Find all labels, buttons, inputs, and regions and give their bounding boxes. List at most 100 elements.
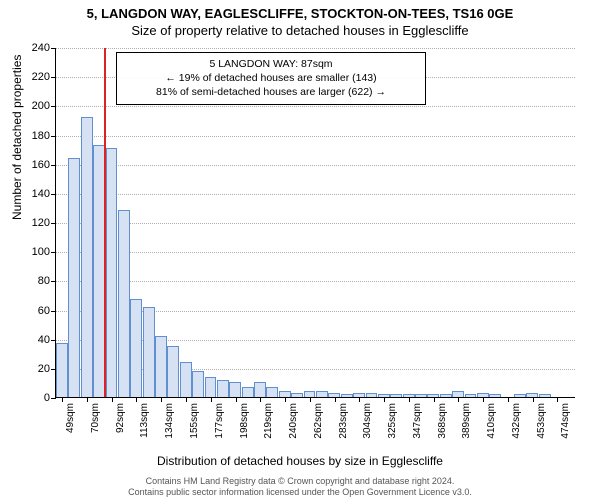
gridline (56, 48, 575, 49)
y-tick-label: 180 (32, 130, 50, 142)
y-tick-mark (51, 340, 56, 341)
histogram-bar (205, 377, 217, 397)
histogram-bar (242, 387, 254, 397)
footer-line2: Contains public sector information licen… (0, 487, 600, 498)
histogram-bar (341, 394, 353, 397)
y-tick-label: 140 (32, 188, 50, 200)
y-tick-label: 20 (38, 363, 50, 375)
x-tick-label: 155sqm (189, 403, 200, 439)
histogram-bar (118, 210, 130, 397)
histogram-bar (489, 394, 501, 397)
x-tick-label: 198sqm (239, 403, 250, 439)
x-tick-mark (87, 397, 88, 402)
x-tick-label: 134sqm (164, 403, 175, 439)
x-tick-mark (260, 397, 261, 402)
gridline (56, 194, 575, 195)
histogram-bar (266, 387, 278, 397)
x-tick-label: 113sqm (139, 403, 150, 438)
reference-line (104, 48, 106, 397)
y-tick-mark (51, 48, 56, 49)
x-tick-label: 304sqm (362, 403, 373, 439)
y-tick-label: 120 (32, 217, 50, 229)
y-tick-label: 0 (44, 392, 50, 404)
histogram-bar (366, 393, 378, 397)
x-tick-mark (508, 397, 509, 402)
x-tick-label: 283sqm (338, 403, 349, 439)
x-tick-mark (533, 397, 534, 402)
x-tick-label: 325sqm (387, 403, 398, 439)
y-tick-label: 240 (32, 42, 50, 54)
title-address: 5, LANGDON WAY, EAGLESCLIFFE, STOCKTON-O… (0, 6, 600, 21)
histogram-bar (56, 343, 68, 397)
x-tick-label: 432sqm (511, 403, 522, 439)
x-tick-label: 410sqm (486, 403, 497, 439)
y-tick-mark (51, 194, 56, 195)
annotation-line: 81% of semi-detached houses are larger (… (125, 85, 417, 99)
annotation-box: 5 LANGDON WAY: 87sqm← 19% of detached ho… (116, 52, 426, 105)
histogram-bar (465, 394, 477, 397)
histogram-bar (155, 336, 167, 397)
y-tick-mark (51, 252, 56, 253)
y-tick-mark (51, 165, 56, 166)
annotation-line: ← 19% of detached houses are smaller (14… (125, 71, 417, 85)
gridline (56, 281, 575, 282)
histogram-bar (539, 394, 551, 397)
histogram-bar (415, 394, 427, 397)
histogram-bar (167, 346, 179, 397)
histogram-bar (514, 394, 526, 397)
x-tick-mark (335, 397, 336, 402)
footer-attribution: Contains HM Land Registry data © Crown c… (0, 476, 600, 499)
x-axis-label: Distribution of detached houses by size … (0, 454, 600, 468)
histogram-bar (192, 371, 204, 397)
x-tick-mark (236, 397, 237, 402)
x-tick-label: 474sqm (560, 403, 571, 439)
x-tick-label: 177sqm (214, 403, 225, 439)
y-tick-mark (51, 77, 56, 78)
x-tick-mark (409, 397, 410, 402)
histogram-bar (106, 148, 118, 397)
histogram-bar (81, 117, 93, 397)
y-tick-mark (51, 136, 56, 137)
x-tick-mark (458, 397, 459, 402)
x-tick-mark (62, 397, 63, 402)
x-tick-mark (557, 397, 558, 402)
y-tick-label: 200 (32, 100, 50, 112)
footer-line1: Contains HM Land Registry data © Crown c… (0, 476, 600, 487)
x-tick-label: 240sqm (288, 403, 299, 439)
x-tick-label: 347sqm (412, 403, 423, 439)
y-tick-label: 80 (38, 275, 50, 287)
histogram-bar (229, 382, 241, 397)
histogram-bar (390, 394, 402, 397)
histogram-bar (291, 393, 303, 397)
x-tick-mark (211, 397, 212, 402)
y-tick-mark (51, 281, 56, 282)
y-tick-label: 60 (38, 305, 50, 317)
gridline (56, 106, 575, 107)
y-axis-label: Number of detached properties (10, 55, 24, 220)
gridline (56, 165, 575, 166)
title-subtitle: Size of property relative to detached ho… (0, 23, 600, 38)
x-tick-label: 92sqm (115, 403, 126, 433)
x-tick-label: 219sqm (263, 403, 274, 439)
annotation-line: 5 LANGDON WAY: 87sqm (125, 57, 417, 71)
x-tick-label: 70sqm (90, 403, 101, 433)
x-tick-mark (161, 397, 162, 402)
histogram-bar (316, 391, 328, 397)
y-tick-label: 100 (32, 246, 50, 258)
gridline (56, 223, 575, 224)
y-tick-label: 40 (38, 334, 50, 346)
histogram-bar (93, 145, 105, 397)
x-tick-label: 368sqm (437, 403, 448, 439)
histogram-bar (143, 307, 155, 397)
x-tick-mark (483, 397, 484, 402)
x-tick-mark (112, 397, 113, 402)
chart-area: 02040608010012014016018020022024049sqm70… (55, 48, 575, 398)
y-tick-mark (51, 311, 56, 312)
x-tick-mark (285, 397, 286, 402)
y-tick-label: 160 (32, 159, 50, 171)
x-tick-label: 389sqm (461, 403, 472, 439)
y-tick-mark (51, 223, 56, 224)
histogram-bar (217, 380, 229, 398)
x-tick-label: 262sqm (313, 403, 324, 439)
histogram-bar (68, 158, 80, 397)
